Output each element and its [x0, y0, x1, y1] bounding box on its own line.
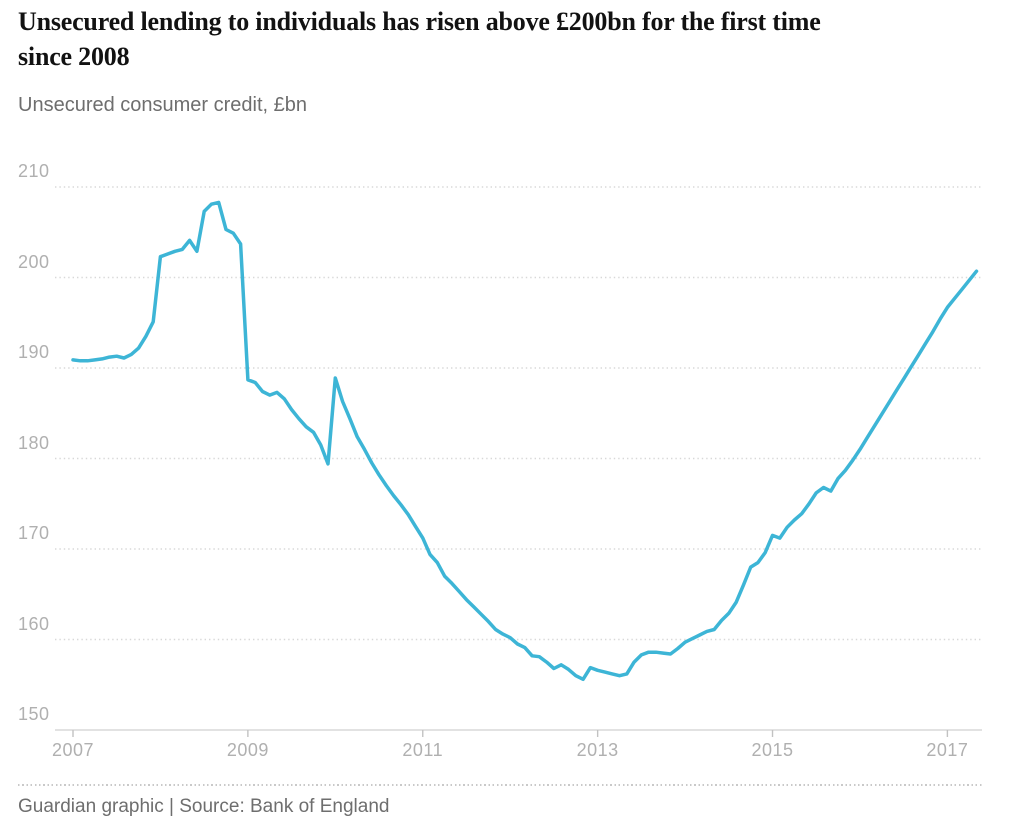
x-axis-label-2007: 2007: [51, 740, 95, 760]
x-axis-label-2011: 2011: [402, 740, 444, 760]
credit-series-line: [71, 200, 979, 682]
y-axis-label-210: 210: [18, 161, 50, 181]
x-axis-label-2017: 2017: [926, 740, 969, 760]
chart-title: Unsecured lending to individuals has ris…: [18, 7, 821, 71]
y-axis-label-200: 200: [18, 251, 50, 272]
footer-separator: [18, 784, 982, 786]
y-axis-label-190: 190: [18, 342, 50, 362]
x-axis-label-2015: 2015: [751, 740, 794, 760]
source-caption: Guardian graphic | Source: Bank of Engla…: [18, 796, 390, 817]
chart-subtitle: Unsecured consumer credit, £bn: [18, 94, 308, 116]
y-axis-label-180: 180: [18, 432, 50, 453]
x-axis-label-2009: 2009: [226, 740, 269, 760]
y-axis-label-150: 150: [18, 704, 50, 724]
y-axis-label-170: 170: [18, 523, 50, 543]
x-axis-label-2013: 2013: [576, 740, 619, 760]
y-axis-label-160: 160: [18, 613, 50, 634]
